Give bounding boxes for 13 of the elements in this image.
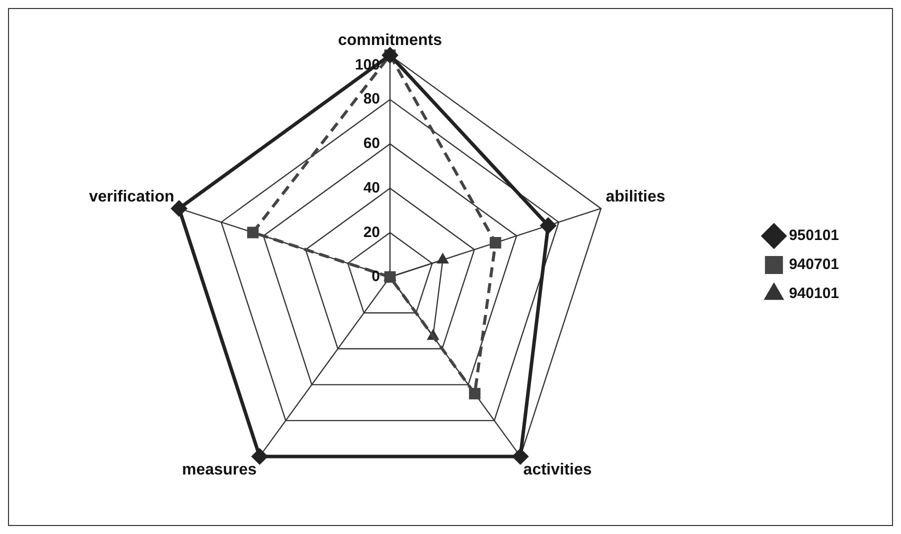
legend-label: 940101 — [788, 285, 840, 302]
spoke-label: verification — [88, 188, 174, 206]
y-tick-label: 60 — [363, 135, 380, 152]
y-tick-label: 40 — [363, 179, 380, 196]
y-tick-label: 20 — [363, 224, 380, 241]
legend-label: 940701 — [788, 256, 840, 274]
spoke-label: measures — [182, 461, 257, 478]
y-tick-label: 0 — [372, 268, 380, 286]
legend-label: 950101 — [788, 227, 840, 244]
spoke-label: activities — [523, 461, 592, 478]
spoke-label: abilities — [606, 188, 666, 206]
spoke-label: commitments — [338, 32, 442, 50]
y-tick-label: 80 — [363, 90, 380, 108]
